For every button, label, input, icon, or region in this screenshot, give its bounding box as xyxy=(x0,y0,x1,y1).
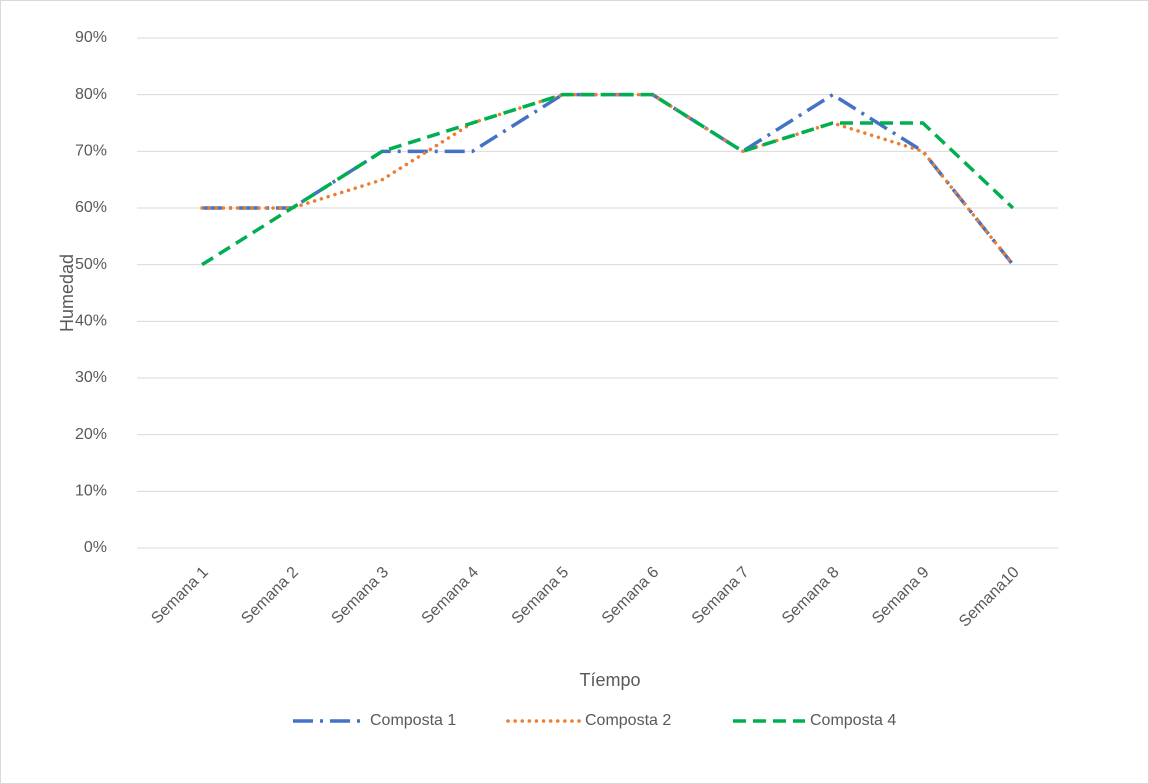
series-line xyxy=(200,92,1015,267)
y-tick-label: 20% xyxy=(75,426,107,443)
y-tick-label: 70% xyxy=(75,143,107,160)
series-line xyxy=(202,92,1015,266)
y-tick-label: 10% xyxy=(75,483,107,500)
y-tick-label: 90% xyxy=(75,29,107,46)
legend-label: Composta 4 xyxy=(810,712,896,729)
y-tick-label: 0% xyxy=(84,539,107,556)
legend-label: Composta 2 xyxy=(585,712,671,729)
y-tick-label: 50% xyxy=(75,256,107,273)
y-tick-label: 40% xyxy=(75,313,107,330)
y-axis-title: Humedad xyxy=(57,254,77,332)
y-tick-label: 30% xyxy=(75,369,107,386)
y-tick-label: 60% xyxy=(75,199,107,216)
legend-label: Composta 1 xyxy=(370,712,456,729)
series-line xyxy=(201,92,1015,267)
y-tick-label: 80% xyxy=(75,86,107,103)
x-axis-title: Tíempo xyxy=(579,670,640,690)
